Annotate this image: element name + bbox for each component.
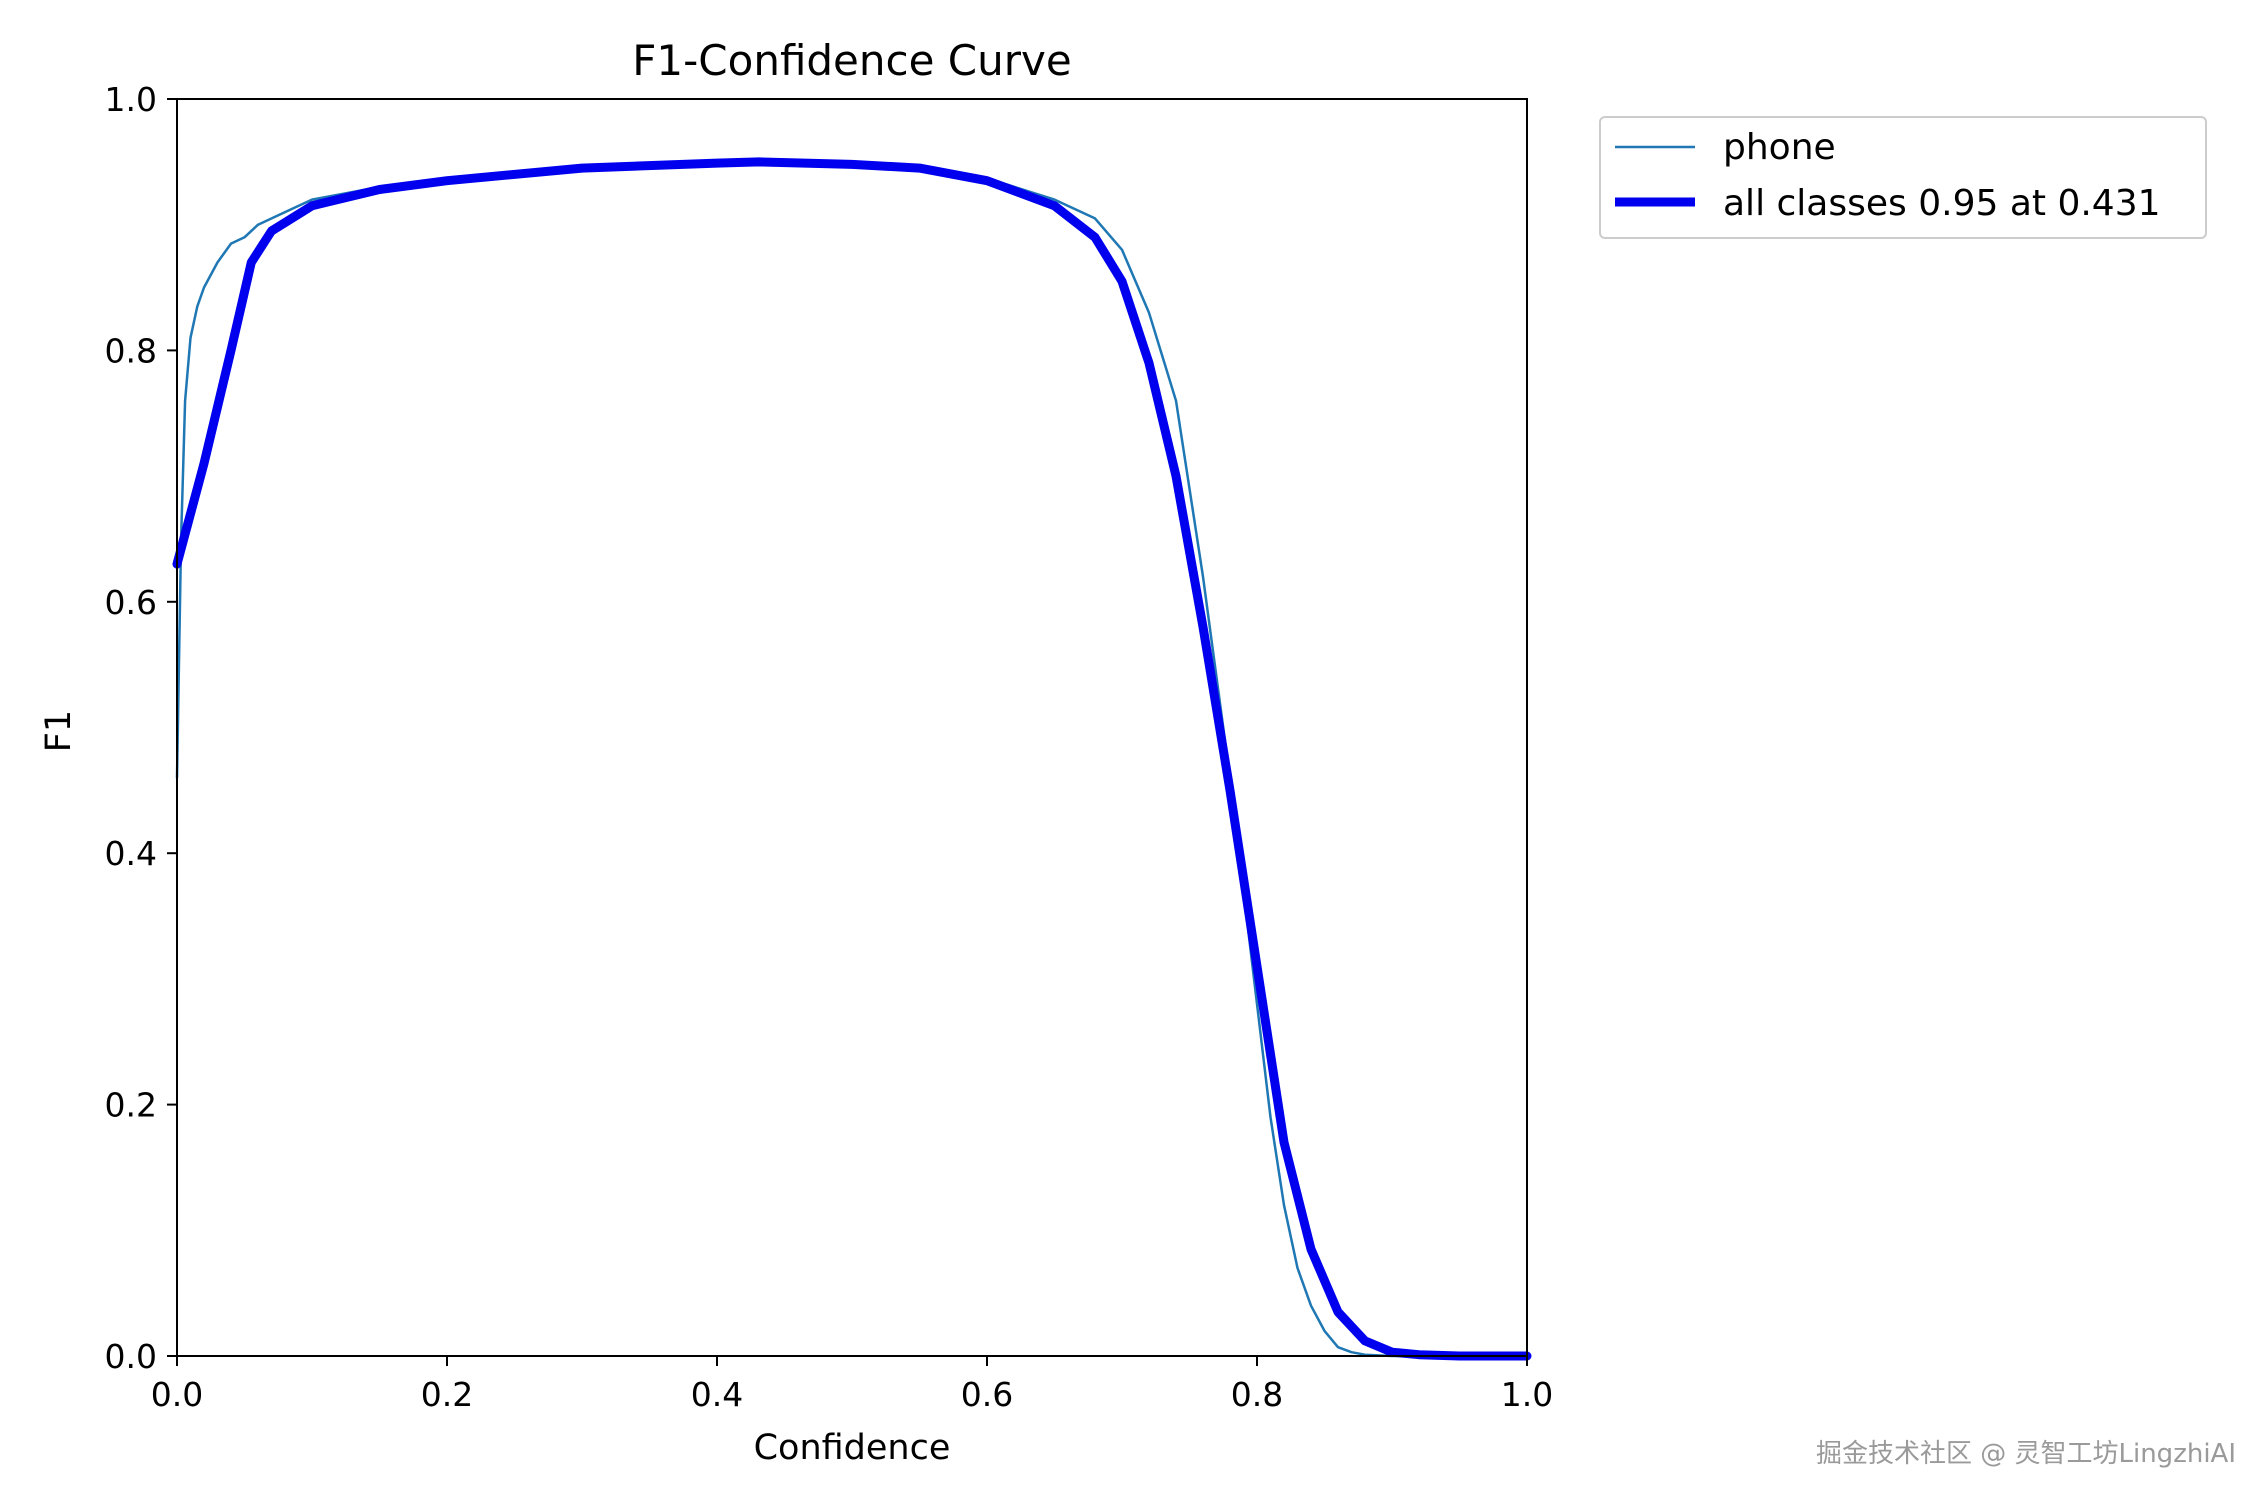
watermark: 掘金技术社区 @ 灵智工坊LingzhiAI bbox=[1815, 1439, 2236, 1469]
x-tick-label: 0.2 bbox=[421, 1375, 473, 1414]
y-tick-label: 1.0 bbox=[105, 80, 157, 119]
y-tick-label: 0.0 bbox=[105, 1337, 157, 1376]
x-tick-label: 0.0 bbox=[151, 1375, 203, 1414]
plot-frame bbox=[176, 98, 1528, 1357]
legend-frame bbox=[1599, 116, 2207, 239]
x-axis-ticks: 0.0 0.2 0.4 0.6 0.8 1.0 bbox=[151, 1356, 1553, 1414]
y-tick-label: 0.8 bbox=[105, 331, 157, 370]
x-tick-label: 0.6 bbox=[961, 1375, 1013, 1414]
chart-title: F1-Confidence Curve bbox=[632, 36, 1071, 85]
x-tick-label: 0.4 bbox=[691, 1375, 743, 1414]
plot-area bbox=[172, 98, 1532, 1361]
series-line-all-classes bbox=[172, 157, 1532, 1361]
y-tick-label: 0.2 bbox=[105, 1086, 157, 1125]
y-tick-label: 0.4 bbox=[105, 834, 157, 873]
y-axis-label: F1 bbox=[39, 710, 79, 752]
y-axis-ticks: 0.0 0.2 0.4 0.6 0.8 1.0 bbox=[105, 80, 177, 1376]
y-tick-label: 0.6 bbox=[105, 583, 157, 622]
legend-label-all-classes: all classes 0.95 at 0.431 bbox=[1723, 183, 2161, 224]
x-tick-label: 1.0 bbox=[1501, 1375, 1553, 1414]
x-axis-label: Confidence bbox=[754, 1428, 951, 1468]
legend-label-phone: phone bbox=[1723, 127, 1836, 168]
legend: phone all classes 0.95 at 0.431 bbox=[1599, 116, 2207, 239]
x-tick-label: 0.8 bbox=[1231, 1375, 1283, 1414]
